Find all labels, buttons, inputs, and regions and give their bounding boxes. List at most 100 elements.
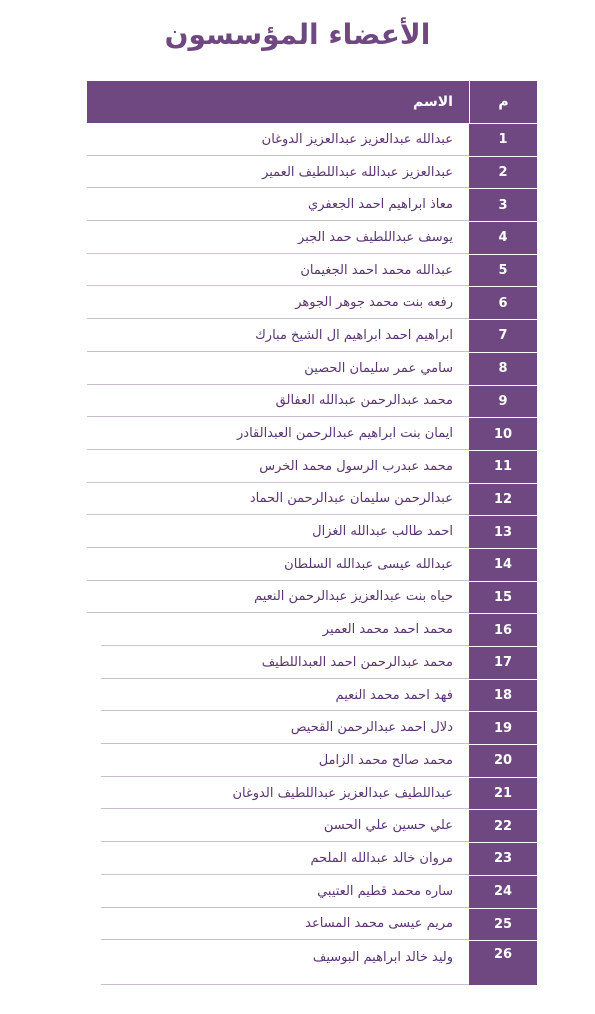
row-divider (87, 350, 469, 352)
row-number: 6 (469, 286, 537, 320)
table-row: 20 محمد صالح محمد الزامل (87, 744, 537, 777)
page-title: الأعضاء المؤسسون (164, 18, 431, 51)
row-number: 7 (469, 319, 537, 352)
row-name: مروان خالد عبدالله الملحم (310, 850, 453, 866)
table-row: 22 علي حسين علي الحسن (87, 809, 537, 843)
row-divider (87, 612, 469, 614)
founders-table: م الاسم 1 عبدالله عبدالعزيز عبدالعزيز الد… (87, 81, 537, 986)
table-row: 25 مريم عيسى محمد المساعد (87, 907, 537, 941)
row-number: 11 (469, 449, 537, 483)
row-name: ابراهيم احمد ابراهيم ال الشيخ مبارك (255, 327, 453, 343)
row-divider (101, 743, 469, 745)
row-name: محمد صالح محمد الزامل (318, 752, 453, 768)
row-number: 8 (469, 351, 537, 385)
row-name: محمد احمد محمد العمير (322, 622, 453, 638)
row-divider (87, 448, 469, 450)
row-name: فهد احمد محمد النعيم (335, 687, 453, 703)
table-row: 8 سامي عمر سليمان الحصين (87, 351, 537, 385)
row-number: 22 (469, 809, 537, 843)
row-divider (87, 285, 469, 287)
row-divider (87, 220, 469, 222)
table-row: 26 وليد خالد ابراهيم البوسيف (87, 940, 537, 986)
row-divider (101, 841, 469, 843)
row-number: 17 (469, 646, 537, 679)
table-row: 23 مروان خالد عبدالله الملحم (87, 842, 537, 875)
row-name: عبدالله عبدالعزيز عبدالعزيز الدوغان (261, 131, 453, 147)
row-name: ايمان بنت ابراهيم عبدالرحمن العبدالقادر (237, 426, 453, 442)
row-name: سامي عمر سليمان الحصين (304, 360, 453, 376)
table-row: 4 يوسف عبداللطيف حمد الجبر (87, 221, 537, 254)
row-number: 5 (469, 253, 537, 287)
row-divider (101, 939, 469, 941)
row-name: مريم عيسى محمد المساعد (305, 916, 453, 932)
table-row: 15 حياه بنت عبدالعزيز عبدالرحمن النعيم (87, 580, 537, 614)
row-divider (101, 710, 469, 712)
row-number: 15 (469, 580, 537, 614)
row-divider (87, 318, 469, 320)
row-divider (87, 187, 469, 189)
row-divider (87, 481, 469, 483)
row-name: حياه بنت عبدالعزيز عبدالرحمن النعيم (254, 589, 453, 605)
row-number: 19 (469, 711, 537, 745)
row-divider (87, 416, 469, 418)
table-row: 24 ساره محمد قطيم العتيبي (87, 874, 537, 908)
table-row: 6 رفعه بنت محمد جوهر الجوهر (87, 286, 537, 320)
table-row: 12 عبدالرحمن سليمان عبدالرحمن الحماد (87, 482, 537, 516)
row-number: 2 (469, 155, 537, 189)
table-row: 7 ابراهيم احمد ابراهيم ال الشيخ مبارك (87, 319, 537, 352)
row-divider (101, 873, 469, 875)
row-number: 14 (469, 547, 537, 581)
table-row: 11 محمد عبدرب الرسول محمد الخرس (87, 449, 537, 483)
row-number: 1 (469, 123, 537, 156)
table-row: 1 عبدالله عبدالعزيز عبدالعزيز الدوغان (87, 123, 537, 156)
row-number: 25 (469, 907, 537, 941)
row-number: 24 (469, 874, 537, 908)
row-name: عبداللطيف عبدالعزيز عبداللطيف الدوغان (232, 785, 453, 801)
row-number: 10 (469, 417, 537, 450)
row-divider (101, 906, 469, 908)
row-name: دلال احمد عبدالرحمن القحيص (290, 720, 453, 736)
row-name: محمد عبدرب الرسول محمد الخرس (259, 458, 453, 474)
table-row: 14 عبدالله عيسى عبدالله السلطان (87, 547, 537, 581)
row-name: عبدالله عيسى عبدالله السلطان (284, 556, 453, 572)
table-row: 21 عبداللطيف عبدالعزيز عبداللطيف الدوغان (87, 776, 537, 810)
row-number: 12 (469, 482, 537, 516)
table-row: 2 عبدالعزيز عبدالله عبداللطيف العمير (87, 155, 537, 189)
row-divider (101, 645, 469, 646)
row-number: 18 (469, 678, 537, 712)
table-row: 3 معاذ ابراهيم احمد الجعفري (87, 188, 537, 222)
row-number: 26 (469, 940, 537, 986)
row-divider (87, 514, 469, 516)
table-row: 9 محمد عبدالرحمن عبدالله العفالق (87, 384, 537, 418)
row-name: عبدالرحمن سليمان عبدالرحمن الحماد (249, 491, 453, 507)
table-row: 18 فهد احمد محمد النعيم (87, 678, 537, 712)
row-number: 13 (469, 515, 537, 548)
table-row: 13 احمد طالب عبدالله الغزال (87, 515, 537, 548)
row-divider (87, 154, 469, 156)
table-row: 17 محمد عبدالرحمن احمد العبداللطيف (87, 646, 537, 679)
row-divider (87, 546, 469, 548)
row-divider (101, 808, 469, 810)
row-divider (87, 383, 469, 385)
row-name: علي حسين علي الحسن (323, 818, 453, 834)
row-number: 3 (469, 188, 537, 222)
row-name: محمد عبدالرحمن احمد العبداللطيف (261, 654, 453, 670)
row-number: 4 (469, 221, 537, 254)
row-number: 20 (469, 744, 537, 777)
row-divider (101, 984, 469, 986)
row-name: عبدالعزيز عبدالله عبداللطيف العمير (262, 164, 453, 180)
row-name: احمد طالب عبدالله الغزال (312, 524, 453, 540)
row-name: محمد عبدالرحمن عبدالله العفالق (275, 393, 453, 409)
header-name: الاسم (413, 94, 453, 110)
table-body: 1 عبدالله عبدالعزيز عبدالعزيز الدوغان 2 عبد… (87, 123, 537, 986)
row-name: وليد خالد ابراهيم البوسيف (312, 950, 453, 966)
row-number: 9 (469, 384, 537, 418)
table-row: 19 دلال احمد عبدالرحمن القحيص (87, 711, 537, 745)
row-name: رفعه بنت محمد جوهر الجوهر (295, 295, 453, 311)
table-row: 10 ايمان بنت ابراهيم عبدالرحمن العبدالقاد… (87, 417, 537, 450)
table-row: 16 محمد احمد محمد العمير (87, 613, 537, 646)
row-name: ساره محمد قطيم العتيبي (317, 883, 453, 899)
row-divider (87, 579, 469, 581)
table-row: 5 عبدالله محمد احمد الجغيمان (87, 253, 537, 287)
row-number: 16 (469, 613, 537, 646)
